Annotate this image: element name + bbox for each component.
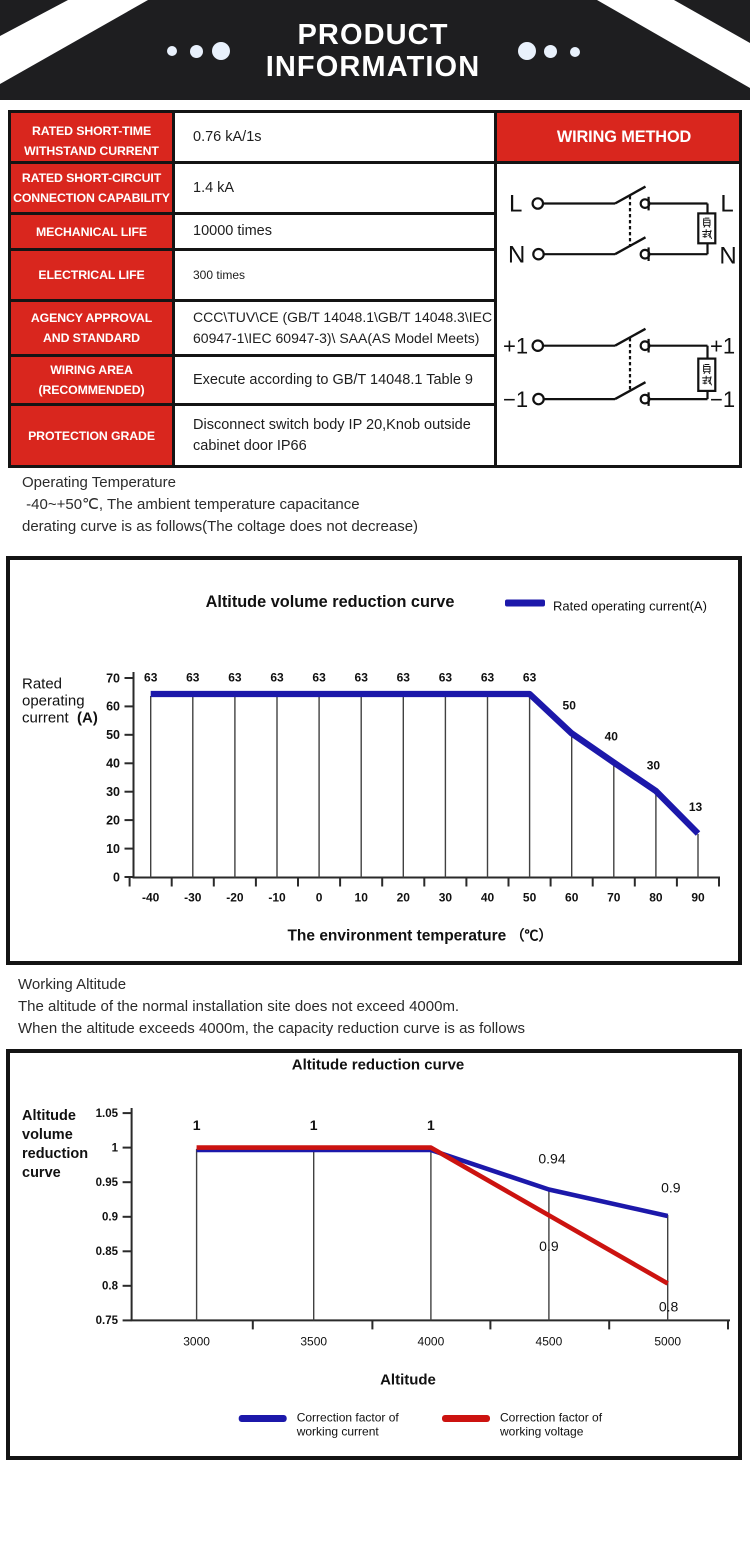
svg-text:60: 60 <box>565 891 579 905</box>
svg-text:Altitude volume reduction curv: Altitude volume reduction curve <box>206 593 455 611</box>
svg-text:1: 1 <box>193 1117 201 1133</box>
svg-text:operating: operating <box>22 693 85 710</box>
svg-text:L: L <box>720 191 733 218</box>
svg-text:0: 0 <box>316 891 323 905</box>
svg-text:1: 1 <box>427 1117 435 1133</box>
svg-text:0.95: 0.95 <box>96 1177 119 1189</box>
svg-text:30: 30 <box>647 759 661 773</box>
svg-text:L: L <box>509 191 522 218</box>
svg-text:4000: 4000 <box>418 1335 445 1349</box>
svg-text:80: 80 <box>649 891 663 905</box>
svg-text:63: 63 <box>186 671 200 685</box>
svg-text:13: 13 <box>689 800 703 814</box>
svg-text:Correction factor of: Correction factor of <box>500 1411 603 1425</box>
svg-text:63: 63 <box>144 671 158 685</box>
svg-text:N: N <box>508 242 525 269</box>
svg-text:0: 0 <box>113 870 120 884</box>
svg-text:5000: 5000 <box>654 1335 681 1349</box>
svg-text:1.05: 1.05 <box>96 1108 119 1120</box>
svg-text:Altitude reduction curve: Altitude reduction curve <box>292 1057 465 1074</box>
svg-text:63: 63 <box>270 671 284 685</box>
svg-text:-30: -30 <box>184 891 202 905</box>
svg-text:Altitude: Altitude <box>380 1371 436 1388</box>
svg-text:63: 63 <box>312 671 326 685</box>
svg-text:0.9: 0.9 <box>102 1212 118 1224</box>
svg-text:20: 20 <box>106 813 120 827</box>
svg-text:Correction factor of: Correction factor of <box>297 1411 400 1425</box>
svg-text:0.75: 0.75 <box>96 1315 119 1327</box>
svg-text:volume: volume <box>22 1127 73 1143</box>
svg-text:70: 70 <box>106 671 120 685</box>
svg-text:−1: −1 <box>503 387 528 412</box>
svg-text:The environment temperature （℃: The environment temperature （℃） <box>287 928 552 945</box>
svg-text:40: 40 <box>481 891 495 905</box>
svg-text:-40: -40 <box>142 891 160 905</box>
svg-text:70: 70 <box>607 891 621 905</box>
svg-text:63: 63 <box>481 671 495 685</box>
svg-text:current (A): current (A) <box>22 710 98 727</box>
svg-text:63: 63 <box>355 671 369 685</box>
svg-text:0.8: 0.8 <box>102 1281 119 1293</box>
svg-text:20: 20 <box>397 891 411 905</box>
svg-text:63: 63 <box>228 671 242 685</box>
svg-text:-10: -10 <box>268 891 286 905</box>
svg-text:50: 50 <box>563 699 577 713</box>
svg-text:0.8: 0.8 <box>659 1299 679 1315</box>
svg-text:Rated operating current(A): Rated operating current(A) <box>553 599 707 614</box>
svg-text:63: 63 <box>439 671 453 685</box>
svg-text:0.9: 0.9 <box>539 1238 559 1254</box>
svg-text:working voltage: working voltage <box>499 1425 584 1439</box>
svg-text:0.85: 0.85 <box>96 1246 119 1258</box>
svg-text:0.9: 0.9 <box>661 1180 681 1196</box>
svg-text:63: 63 <box>397 671 411 685</box>
svg-text:50: 50 <box>106 728 120 742</box>
svg-text:reduction: reduction <box>22 1146 88 1162</box>
svg-text:0.94: 0.94 <box>538 1151 565 1167</box>
svg-text:60: 60 <box>106 700 120 714</box>
svg-text:90: 90 <box>691 891 705 905</box>
svg-text:63: 63 <box>523 671 537 685</box>
svg-text:10: 10 <box>106 842 120 856</box>
svg-text:Rated: Rated <box>22 676 62 693</box>
svg-text:N: N <box>719 242 736 269</box>
svg-text:3000: 3000 <box>183 1335 210 1349</box>
svg-text:1: 1 <box>112 1142 119 1154</box>
svg-text:working current: working current <box>296 1425 380 1439</box>
svg-text:+1: +1 <box>503 334 528 359</box>
svg-text:30: 30 <box>106 785 120 799</box>
svg-text:curve: curve <box>22 1165 61 1181</box>
svg-text:Altitude: Altitude <box>22 1108 76 1124</box>
svg-text:1: 1 <box>310 1117 318 1133</box>
svg-text:+1: +1 <box>710 334 735 359</box>
svg-text:30: 30 <box>439 891 453 905</box>
svg-text:10: 10 <box>355 891 369 905</box>
svg-text:40: 40 <box>605 730 619 744</box>
svg-text:50: 50 <box>523 891 537 905</box>
svg-text:40: 40 <box>106 757 120 771</box>
svg-text:4500: 4500 <box>536 1335 563 1349</box>
svg-text:3500: 3500 <box>300 1335 327 1349</box>
svg-text:−1: −1 <box>710 387 735 412</box>
svg-text:-20: -20 <box>226 891 244 905</box>
